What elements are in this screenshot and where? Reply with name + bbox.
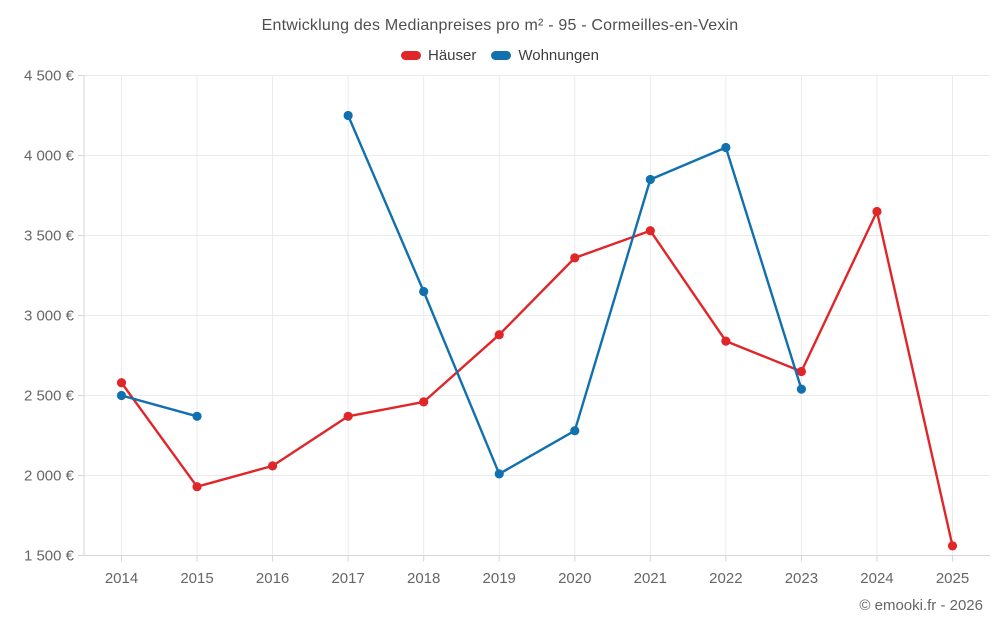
x-tick-label-2019: 2019 [483,570,516,587]
data-point-häuser-2018 [419,397,429,407]
x-tick-label-2017: 2017 [331,570,364,587]
x-tick-label-2025: 2025 [936,570,969,587]
x-axis: 2014 2015 2016 2017 2018 2019 2020 2021 2022 2023… [105,555,969,587]
x-tick-label-2015: 2015 [180,570,213,587]
y-tick-label: 3 500 € [24,228,75,245]
legend-label-wohnungen: Wohnungen [518,47,599,64]
data-point-häuser-2024 [872,206,882,217]
y-axis: 4 500 € 4 000 € 3 500 € 3 000 € 2 500 € 2 000… [24,68,84,565]
copyright: © emooki.fr - 2026 [859,597,983,614]
data-point-häuser-2019 [494,330,504,340]
data-point-wohnungen-2018 [419,286,429,297]
series-häuser [116,206,958,551]
y-tick-label: 2 000 € [24,468,75,485]
wohnungen-series-swatch-icon [491,51,512,60]
data-point-wohnungen-2022 [721,142,731,153]
x-tick-label-2018: 2018 [407,570,440,587]
data-point-häuser-2023 [796,366,807,377]
data-point-wohnungen-2019 [494,469,504,479]
y-tick-label: 2 500 € [24,388,75,405]
data-point-häuser-2022 [721,336,731,346]
data-point-wohnungen-2021 [645,174,655,185]
y-tick-label: 3 000 € [24,308,75,325]
data-point-wohnungen-2020 [570,426,580,436]
data-point-wohnungen-2017 [343,110,353,121]
data-point-wohnungen-2014 [116,390,127,401]
legend-item-wohnungen[interactable]: Wohnungen [491,47,599,64]
data-point-häuser-2015 [192,482,202,492]
data-point-häuser-2021 [645,226,655,236]
y-tick-label: 4 500 € [24,68,75,85]
x-tick-label-2020: 2020 [558,570,591,587]
x-tick-label-2024: 2024 [860,570,893,587]
data-point-häuser-2020 [570,253,580,263]
data-point-häuser-2025 [947,541,958,551]
series-wohnungen [116,110,807,479]
chart-title: Entwicklung des Medianpreises pro m² - 9… [261,17,739,34]
haeuser-series-swatch-icon [401,51,421,60]
series-line [120,210,954,548]
x-tick-label-2023: 2023 [785,570,818,587]
x-tick-label-2014: 2014 [105,570,138,587]
data-point-häuser-2017 [343,411,353,421]
x-tick-label-2022: 2022 [709,570,742,587]
data-point-häuser-2016 [267,461,278,471]
y-tick-label: 4 000 € [24,148,75,165]
horizontal-gridlines [84,75,990,556]
y-tick-label: 1 500 € [24,548,75,565]
x-tick-label-2016: 2016 [256,570,289,587]
data-point-wohnungen-2015 [192,411,202,421]
data-point-wohnungen-2023 [796,384,807,394]
x-tick-label-2021: 2021 [634,570,667,587]
data-point-häuser-2014 [116,378,127,388]
legend-item-haeuser[interactable]: Häuser [401,47,476,64]
legend: Häuser Wohnungen [0,47,1000,64]
series-line [120,394,199,418]
legend-label-haeuser: Häuser [428,47,477,64]
